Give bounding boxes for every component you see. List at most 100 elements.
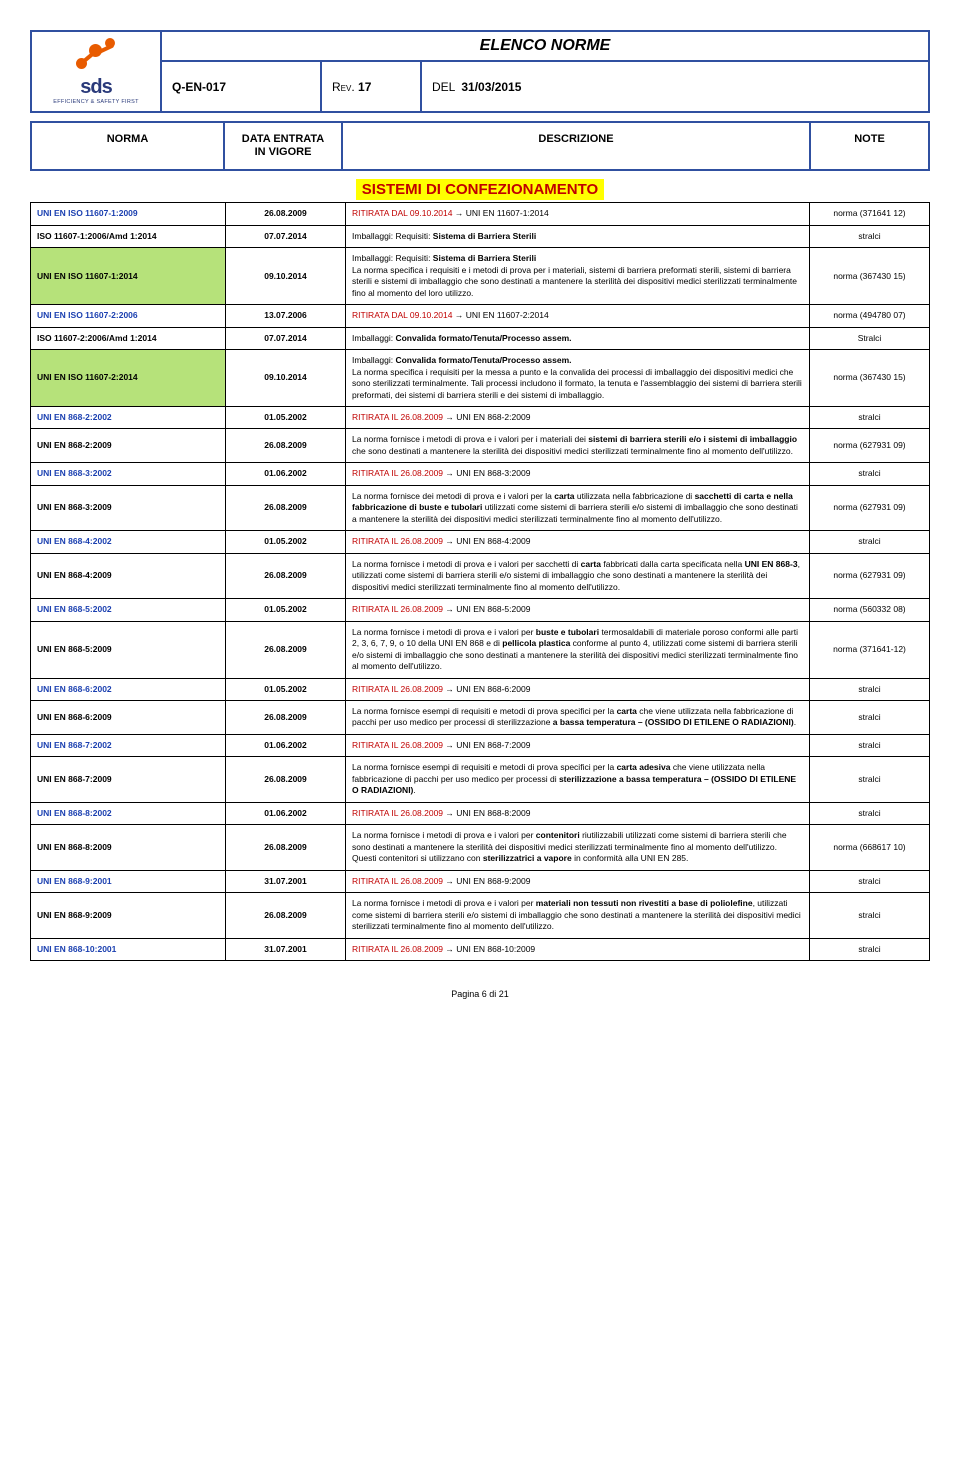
table-row: UNI EN 868-2:200201.05.2002RITIRATA IL 2… [31,407,930,429]
document-title: ELENCO NORME [162,32,928,62]
desc-cell: La norma fornisce esempi di requisiti e … [346,700,810,734]
date-cell: 31.07.2001 [226,870,346,892]
col-note: NOTE [811,123,928,169]
note-cell: norma (627931 09) [810,485,930,530]
date-cell: 01.06.2002 [226,802,346,824]
norme-table: UNI EN ISO 11607-1:200926.08.2009RITIRAT… [30,202,930,961]
table-row: UNI EN 868-7:200201.06.2002RITIRATA IL 2… [31,734,930,756]
desc-cell: Imballaggi: Requisiti: Sistema di Barrie… [346,225,810,247]
desc-cell: La norma fornisce dei metodi di prova e … [346,485,810,530]
date-cell: 01.05.2002 [226,678,346,700]
note-cell: stralci [810,893,930,938]
norma-cell: UNI EN 868-4:2002 [31,531,226,553]
date-cell: 26.08.2009 [226,485,346,530]
table-row: UNI EN ISO 11607-2:200613.07.2006RITIRAT… [31,305,930,327]
note-cell: norma (367430 15) [810,248,930,305]
date-cell: 26.08.2009 [226,429,346,463]
norma-cell: UNI EN 868-10:2001 [31,938,226,960]
date-cell: 13.07.2006 [226,305,346,327]
table-row: UNI EN 868-3:200926.08.2009La norma forn… [31,485,930,530]
norma-cell: UNI EN ISO 11607-1:2014 [31,248,226,305]
note-cell: stralci [810,802,930,824]
date-cell: 26.08.2009 [226,825,346,870]
norma-cell: UNI EN 868-8:2002 [31,802,226,824]
note-cell: stralci [810,531,930,553]
table-row: UNI EN 868-6:200201.05.2002RITIRATA IL 2… [31,678,930,700]
desc-cell: RITIRATA IL 26.08.2009 → UNI EN 868-2:20… [346,407,810,429]
note-cell: stralci [810,734,930,756]
table-row: UNI EN 868-8:200201.06.2002RITIRATA IL 2… [31,802,930,824]
desc-cell: La norma fornisce i metodi di prova e i … [346,893,810,938]
desc-cell: La norma fornisce i metodi di prova e i … [346,825,810,870]
doc-code: Q-EN-017 [162,62,322,111]
section-title: SISTEMI DI CONFEZIONAMENTO [30,181,930,198]
date-cell: 31.07.2001 [226,938,346,960]
date-cell: 26.08.2009 [226,757,346,802]
note-cell: stralci [810,870,930,892]
table-row: UNI EN 868-4:200926.08.2009La norma forn… [31,553,930,598]
table-row: UNI EN 868-4:200201.05.2002RITIRATA IL 2… [31,531,930,553]
column-headers: NORMA DATA ENTRATAIN VIGORE DESCRIZIONE … [30,121,930,171]
note-cell: norma (627931 09) [810,429,930,463]
norma-cell: UNI EN ISO 11607-2:2006 [31,305,226,327]
date-cell: 01.06.2002 [226,734,346,756]
note-cell: stralci [810,225,930,247]
table-row: UNI EN 868-9:200131.07.2001RITIRATA IL 2… [31,870,930,892]
date-cell: 01.05.2002 [226,531,346,553]
sds-logo-icon [73,38,119,74]
table-row: ISO 11607-2:2006/Amd 1:201407.07.2014Imb… [31,327,930,349]
table-row: UNI EN 868-9:200926.08.2009La norma forn… [31,893,930,938]
norma-cell: UNI EN ISO 11607-1:2009 [31,203,226,225]
norma-cell: UNI EN 868-5:2009 [31,621,226,678]
date-cell: 07.07.2014 [226,327,346,349]
desc-cell: RITIRATA IL 26.08.2009 → UNI EN 868-6:20… [346,678,810,700]
table-row: UNI EN 868-5:200926.08.2009La norma forn… [31,621,930,678]
date-cell: 07.07.2014 [226,225,346,247]
table-row: ISO 11607-1:2006/Amd 1:201407.07.2014Imb… [31,225,930,247]
desc-cell: RITIRATA IL 26.08.2009 → UNI EN 868-5:20… [346,599,810,621]
note-cell: stralci [810,938,930,960]
note-cell: stralci [810,678,930,700]
date-cell: 09.10.2014 [226,350,346,407]
desc-cell: RITIRATA IL 26.08.2009 → UNI EN 868-10:2… [346,938,810,960]
col-data: DATA ENTRATAIN VIGORE [225,123,343,169]
table-row: UNI EN 868-6:200926.08.2009La norma forn… [31,700,930,734]
note-cell: norma (668617 10) [810,825,930,870]
norma-cell: UNI EN 868-2:2002 [31,407,226,429]
date-cell: 26.08.2009 [226,203,346,225]
norma-cell: UNI EN ISO 11607-2:2014 [31,350,226,407]
note-cell: stralci [810,757,930,802]
note-cell: stralci [810,700,930,734]
norma-cell: UNI EN 868-9:2001 [31,870,226,892]
desc-cell: La norma fornisce i metodi di prova e i … [346,621,810,678]
norma-cell: UNI EN 868-7:2009 [31,757,226,802]
table-row: UNI EN 868-5:200201.05.2002RITIRATA IL 2… [31,599,930,621]
date-cell: 26.08.2009 [226,893,346,938]
logo-subtitle: EFFICIENCY & SAFETY FIRST [53,99,139,105]
note-cell: stralci [810,463,930,485]
norma-cell: UNI EN 868-3:2009 [31,485,226,530]
desc-cell: RITIRATA IL 26.08.2009 → UNI EN 868-3:20… [346,463,810,485]
logo-text: sds [80,76,111,99]
col-descrizione: DESCRIZIONE [343,123,811,169]
date-cell: 01.05.2002 [226,599,346,621]
date-cell: 09.10.2014 [226,248,346,305]
norma-cell: UNI EN 868-2:2009 [31,429,226,463]
note-cell: norma (494780 07) [810,305,930,327]
table-row: UNI EN 868-3:200201.06.2002RITIRATA IL 2… [31,463,930,485]
norma-cell: UNI EN 868-6:2009 [31,700,226,734]
desc-cell: RITIRATA IL 26.08.2009 → UNI EN 868-7:20… [346,734,810,756]
col-norma: NORMA [32,123,225,169]
table-row: UNI EN 868-7:200926.08.2009La norma forn… [31,757,930,802]
document-header: sds EFFICIENCY & SAFETY FIRST ELENCO NOR… [30,30,930,113]
date-cell: 01.06.2002 [226,463,346,485]
norma-cell: UNI EN 868-8:2009 [31,825,226,870]
desc-cell: La norma fornisce esempi di requisiti e … [346,757,810,802]
note-cell: norma (367430 15) [810,350,930,407]
table-row: UNI EN 868-2:200926.08.2009La norma forn… [31,429,930,463]
norma-cell: UNI EN 868-6:2002 [31,678,226,700]
desc-cell: Imballaggi: Convalida formato/Tenuta/Pro… [346,327,810,349]
norma-cell: ISO 11607-2:2006/Amd 1:2014 [31,327,226,349]
desc-cell: RITIRATA DAL 09.10.2014 → UNI EN 11607-1… [346,203,810,225]
desc-cell: RITIRATA IL 26.08.2009 → UNI EN 868-8:20… [346,802,810,824]
